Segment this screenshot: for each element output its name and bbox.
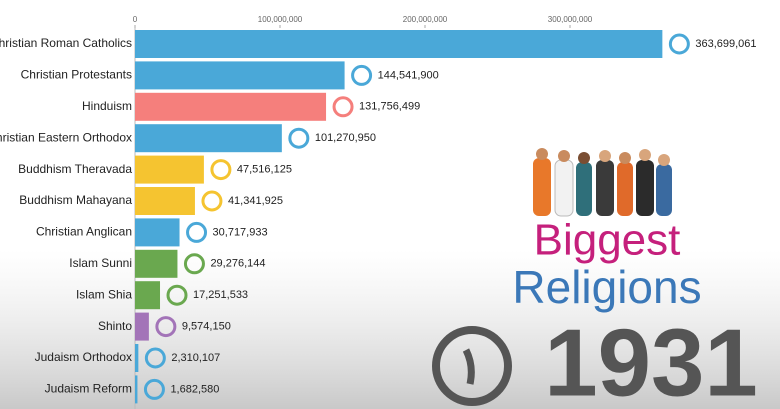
category-label: Judaism Orthodox [35,350,132,364]
religion-icon [155,316,177,338]
category-label: Christian Anglican [36,225,132,239]
title-line: Religions [512,261,701,313]
bar [135,218,180,247]
x-tick-label: 100,000,000 [258,15,303,24]
value-label: 29,276,144 [210,258,265,270]
bar [135,155,204,184]
x-tick-label: 300,000,000 [548,15,593,24]
religion-icon [668,33,690,55]
bar [135,249,178,278]
religion-icon [144,347,166,369]
religion-icon [166,284,188,306]
category-label: Christian Protestants [21,68,132,82]
religion-icon [210,159,232,181]
religion-icon [288,127,310,149]
bar [135,30,663,58]
category-label: Islam Sunni [69,256,132,270]
value-label: 30,717,933 [213,226,268,238]
value-label: 17,251,533 [193,289,248,301]
category-label: Judaism Reform [45,382,132,396]
value-label: 47,516,125 [237,164,292,176]
bar [135,92,327,121]
value-label: 1,682,580 [170,383,219,395]
value-label: 2,310,107 [171,352,220,364]
value-label: 363,699,061 [695,38,756,50]
value-label: 131,756,499 [359,101,420,113]
title-line: Biggest [534,216,681,265]
religion-icon [186,221,208,243]
category-label: Buddhism Mahayana [19,193,132,207]
value-label: 9,574,150 [182,321,231,333]
background-fade [0,250,780,409]
category-label: Shinto [98,319,132,333]
religion-icon [332,96,354,118]
religion-icon [183,253,205,275]
bar [135,312,149,341]
year: 1931 [544,309,758,409]
religion-icon [143,378,165,400]
x-tick-label: 200,000,000 [403,15,448,24]
category-label: Hinduism [82,99,132,113]
x-tick-label: 0 [133,15,138,24]
value-label: 101,270,950 [315,132,376,144]
category-label: Christian Roman Catholics [0,36,132,50]
category-label: Islam Shia [76,287,132,301]
bar [135,344,139,372]
timer-hand [462,348,475,385]
value-label: 144,541,900 [378,69,439,81]
timer-icon [432,326,512,406]
bar [135,124,282,153]
bar [135,61,345,90]
category-label: Christian Eastern Orthodox [0,130,132,144]
bar [135,281,161,310]
bar [135,375,138,404]
bar [135,187,195,215]
category-label: Buddhism Theravada [18,162,132,176]
value-label: 41,341,925 [228,195,283,207]
people-illustration [533,148,672,217]
religion-icon [351,64,373,86]
religion-icon [201,190,223,212]
